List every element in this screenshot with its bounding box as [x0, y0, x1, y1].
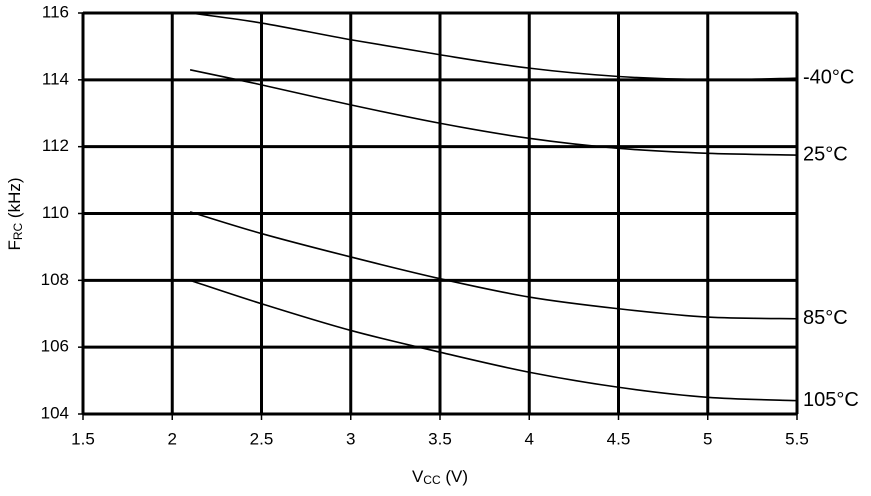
series-label: 25°C [803, 143, 848, 165]
x-axis-label: VCC (V) [412, 467, 468, 487]
x-tick-label: 3.5 [428, 429, 452, 448]
x-tick-label: 1.5 [71, 429, 95, 448]
x-tick-label: 3 [346, 429, 355, 448]
series-line [189, 69, 798, 156]
y-axis-label: FRC (kHz) [5, 177, 25, 250]
series-line [189, 12, 798, 81]
series-label: -40°C [803, 66, 854, 88]
y-tick-label: 114 [42, 69, 69, 88]
x-tick-label: 5 [703, 429, 712, 448]
y-tick-label: 106 [41, 337, 69, 356]
y-label-main: F [5, 240, 24, 250]
x-label-rest: (V) [441, 467, 468, 486]
x-tick-label: 5.5 [785, 429, 809, 448]
series-label: 85°C [803, 307, 848, 329]
y-label-sub: RC [11, 222, 25, 240]
x-tick-label: 4.5 [607, 429, 631, 448]
x-label-main: V [412, 467, 424, 486]
x-tick-label: 2.5 [250, 429, 274, 448]
y-tick-label: 104 [41, 403, 69, 422]
series-line [189, 279, 798, 402]
x-tick-label: 4 [525, 429, 534, 448]
series-line [189, 211, 798, 320]
x-tick-label: 2 [168, 429, 177, 448]
y-label-rest: (kHz) [5, 177, 24, 222]
y-tick-label: 108 [41, 270, 69, 289]
series-label: 105°C [803, 389, 859, 411]
x-label-sub: CC [423, 473, 441, 487]
y-tick-label: 110 [42, 203, 69, 222]
y-tick-label: 112 [42, 136, 69, 155]
y-tick-label: 116 [42, 2, 69, 21]
